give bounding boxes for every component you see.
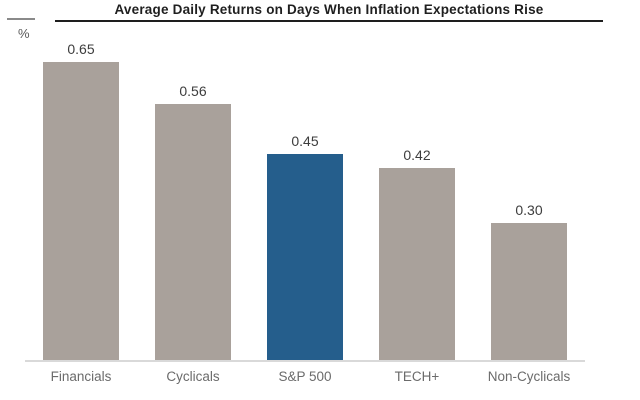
chart-title: Average Daily Returns on Days When Infla… bbox=[55, 2, 603, 22]
bar-s-p-500 bbox=[267, 154, 343, 360]
bar-non-cyclicals bbox=[491, 223, 567, 360]
y-axis-unit-label: % bbox=[18, 26, 30, 41]
x-axis-baseline bbox=[25, 360, 585, 362]
category-label-cyclicals: Cyclicals bbox=[166, 369, 220, 384]
bar-value-label-tech: 0.42 bbox=[403, 147, 431, 163]
bar-tech bbox=[379, 168, 455, 360]
category-label-financials: Financials bbox=[50, 369, 112, 384]
category-label-tech: TECH+ bbox=[394, 369, 440, 384]
category-label-s-p-500: S&P 500 bbox=[278, 369, 332, 384]
bar-value-label-s-p-500: 0.45 bbox=[291, 133, 319, 149]
bar-financials bbox=[43, 62, 119, 360]
bar-value-label-financials: 0.65 bbox=[67, 41, 95, 57]
category-label-non-cyclicals: Non-Cyclicals bbox=[487, 369, 571, 384]
bar-cyclicals bbox=[155, 104, 231, 360]
bar-value-label-non-cyclicals: 0.30 bbox=[515, 202, 543, 218]
bar-value-label-cyclicals: 0.56 bbox=[179, 83, 207, 99]
y-axis-tick-line bbox=[7, 18, 35, 20]
